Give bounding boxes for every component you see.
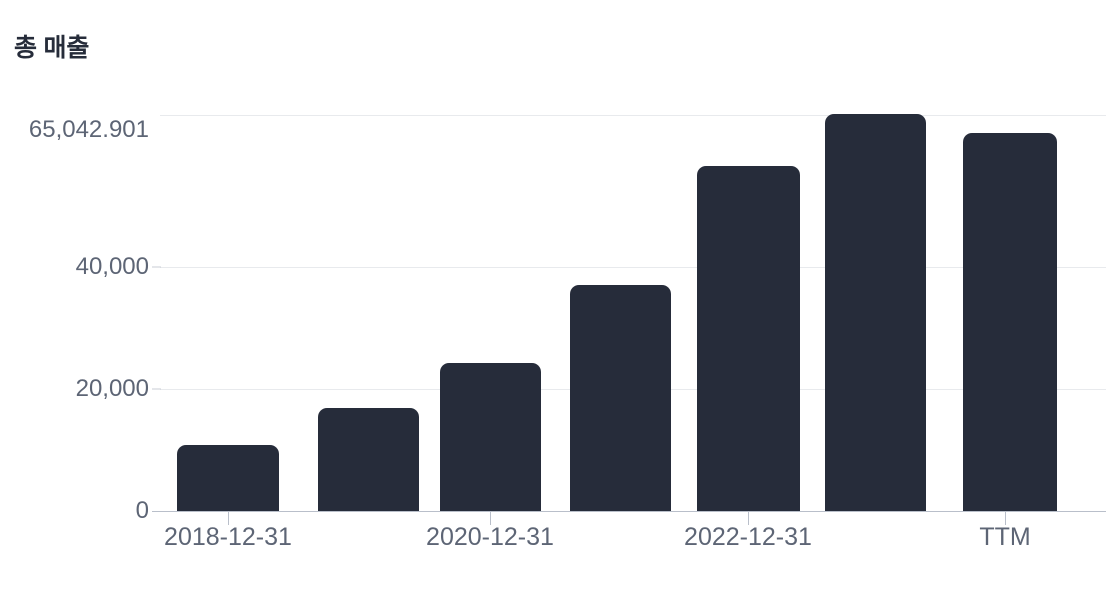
chart-title: 총 매출	[14, 34, 90, 62]
ytick-label-40000: 40,000	[75, 253, 149, 280]
bar-2022-12-31[interactable]	[825, 114, 926, 511]
bar-2019-12-31[interactable]	[440, 363, 541, 511]
bar-ttm[interactable]	[963, 133, 1057, 511]
xtick-label-2018-12-31: 2018-12-31	[164, 523, 292, 551]
ytick-label-0: 0	[135, 497, 149, 524]
axis-baseline	[152, 511, 1106, 512]
bar-2018-12-31[interactable]	[318, 408, 419, 511]
xtick-label-2022-12-31: 2022-12-31	[684, 523, 812, 551]
ytick-label-max: 65,042.901	[28, 116, 149, 143]
gridline-max	[160, 115, 1106, 116]
xtick-mark-ttm	[1005, 512, 1006, 525]
xtick-mark-2022-12-31	[748, 512, 749, 525]
xtick-label-2020-12-31: 2020-12-31	[426, 523, 554, 551]
xtick-mark-2020-12-31	[490, 512, 491, 525]
bar-2020-12-31[interactable]	[570, 285, 671, 511]
bar-2017-12-31[interactable]	[177, 445, 279, 511]
ytick-dash-40000	[152, 266, 161, 268]
xtick-mark-2018-12-31	[228, 512, 229, 525]
ytick-label-20000: 20,000	[75, 375, 149, 402]
gridline-40000	[160, 267, 1106, 268]
xtick-label-ttm: TTM	[979, 523, 1031, 551]
ytick-dash-20000	[152, 388, 161, 390]
bar-2021-12-31[interactable]	[697, 166, 800, 511]
